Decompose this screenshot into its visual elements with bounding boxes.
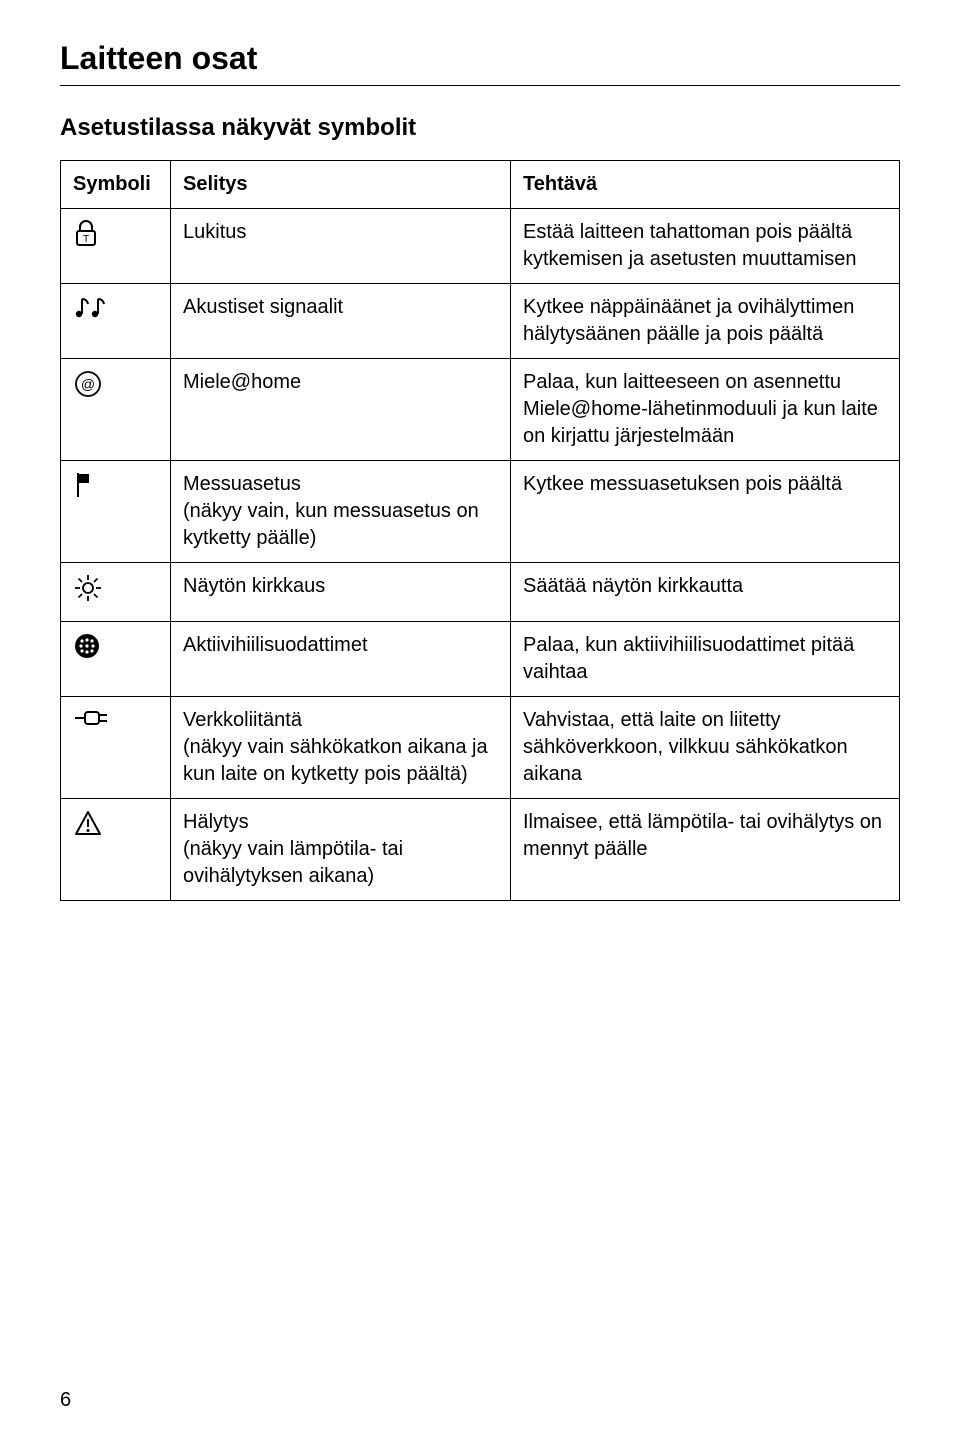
desc-cell: Messuasetus(näkyy vain, kun messuasetus … (171, 461, 511, 563)
task-cell: Palaa, kun laitteeseen on asennettu Miel… (511, 359, 900, 461)
desc-cell: Miele@home (171, 359, 511, 461)
desc-cell: Verkkoliitäntä(näkyy vain sähkökatkon ai… (171, 697, 511, 799)
task-cell: Estää laitteen tahattoman pois päältä ky… (511, 209, 900, 284)
symbol-cell (61, 563, 171, 622)
document-page: Laitteen osat Asetustilassa näkyvät symb… (0, 0, 960, 1442)
col-desc: Selitys (171, 161, 511, 209)
symbols-table: Symboli Selitys Tehtävä T Lukitus (60, 160, 900, 901)
sound-icon (73, 294, 109, 328)
table-header-row: Symboli Selitys Tehtävä (61, 161, 900, 209)
svg-text:@: @ (81, 376, 95, 392)
symbol-cell (61, 697, 171, 799)
symbol-cell (61, 799, 171, 901)
page-number: 6 (60, 1389, 71, 1412)
table-row: Näytön kirkkaus Säätää näytön kirkkautta (61, 563, 900, 622)
desc-cell: Akustiset signaalit (171, 284, 511, 359)
table-row: Messuasetus(näkyy vain, kun messuasetus … (61, 461, 900, 563)
desc-cell: Lukitus (171, 209, 511, 284)
table-row: Akustiset signaalit Kytkee näppäinäänet … (61, 284, 900, 359)
plug-icon (73, 707, 113, 737)
task-cell: Palaa, kun aktiivihiilisuodattimet pitää… (511, 622, 900, 697)
symbol-cell (61, 622, 171, 697)
task-cell: Kytkee näppäinäänet ja ovihälyttimen häl… (511, 284, 900, 359)
task-cell: Kytkee messuasetuksen pois päältä (511, 461, 900, 563)
miele-home-icon: @ (73, 369, 103, 407)
svg-text:T: T (83, 234, 89, 245)
lock-icon: T (73, 219, 99, 257)
section-subtitle: Asetustilassa näkyvät symbolit (60, 114, 900, 142)
symbol-cell: T (61, 209, 171, 284)
title-rule (60, 85, 900, 86)
col-task: Tehtävä (511, 161, 900, 209)
col-symbol: Symboli (61, 161, 171, 209)
table-body: T Lukitus Estää laitteen tahattoman pois… (61, 209, 900, 901)
desc-cell: Hälytys(näkyy vain lämpötila- tai ovihäl… (171, 799, 511, 901)
table-row: Verkkoliitäntä(näkyy vain sähkökatkon ai… (61, 697, 900, 799)
alert-icon (73, 809, 103, 845)
task-cell: Vahvistaa, että laite on liitetty sähköv… (511, 697, 900, 799)
table-row: Hälytys(näkyy vain lämpötila- tai ovihäl… (61, 799, 900, 901)
table-row: Aktiivihiilisuodattimet Palaa, kun aktii… (61, 622, 900, 697)
filter-icon (73, 632, 101, 668)
page-title: Laitteen osat (60, 40, 900, 77)
symbol-cell: @ (61, 359, 171, 461)
symbol-cell (61, 284, 171, 359)
desc-cell: Aktiivihiilisuodattimet (171, 622, 511, 697)
desc-cell: Näytön kirkkaus (171, 563, 511, 622)
task-cell: Säätää näytön kirkkautta (511, 563, 900, 622)
table-row: T Lukitus Estää laitteen tahattoman pois… (61, 209, 900, 284)
symbol-cell (61, 461, 171, 563)
brightness-icon (73, 573, 103, 611)
task-cell: Ilmaisee, että lämpötila- tai ovihälytys… (511, 799, 900, 901)
flag-icon (73, 471, 95, 507)
table-row: @ Miele@home Palaa, kun laitteeseen on a… (61, 359, 900, 461)
